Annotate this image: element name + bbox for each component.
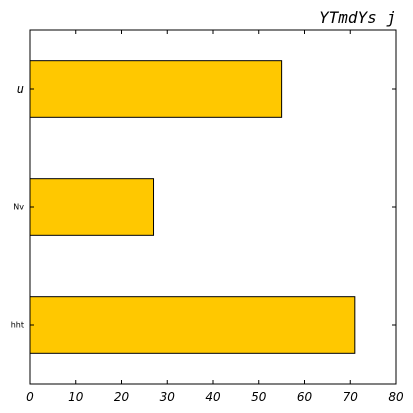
x-tick-label-60: 60 (297, 390, 313, 404)
x-tick-label-50: 50 (251, 390, 267, 404)
x-tick-label-70: 70 (343, 390, 359, 404)
x-tick-label-40: 40 (205, 390, 221, 404)
plot-frame (29, 29, 397, 385)
x-tick-label-10: 10 (68, 390, 84, 404)
x-tick-label-80: 80 (388, 390, 404, 404)
x-tick-label-20: 20 (114, 390, 130, 404)
chart-title: YTmdYs j (319, 8, 396, 27)
bar-u (29, 60, 283, 118)
x-tick-label-30: 30 (160, 390, 176, 404)
x-tick-label-0: 0 (26, 390, 34, 404)
bars-group (29, 60, 356, 354)
y-tick-label-hht: hht (11, 321, 24, 330)
bar-hht (29, 296, 356, 354)
y-tick-label-Nv: Nv (13, 203, 24, 212)
ticks-group: hht Nv u 0 10 20 30 40 50 60 70 80 (11, 30, 404, 404)
y-tick-label-u: u (17, 82, 24, 96)
bar-Nv (29, 178, 155, 236)
